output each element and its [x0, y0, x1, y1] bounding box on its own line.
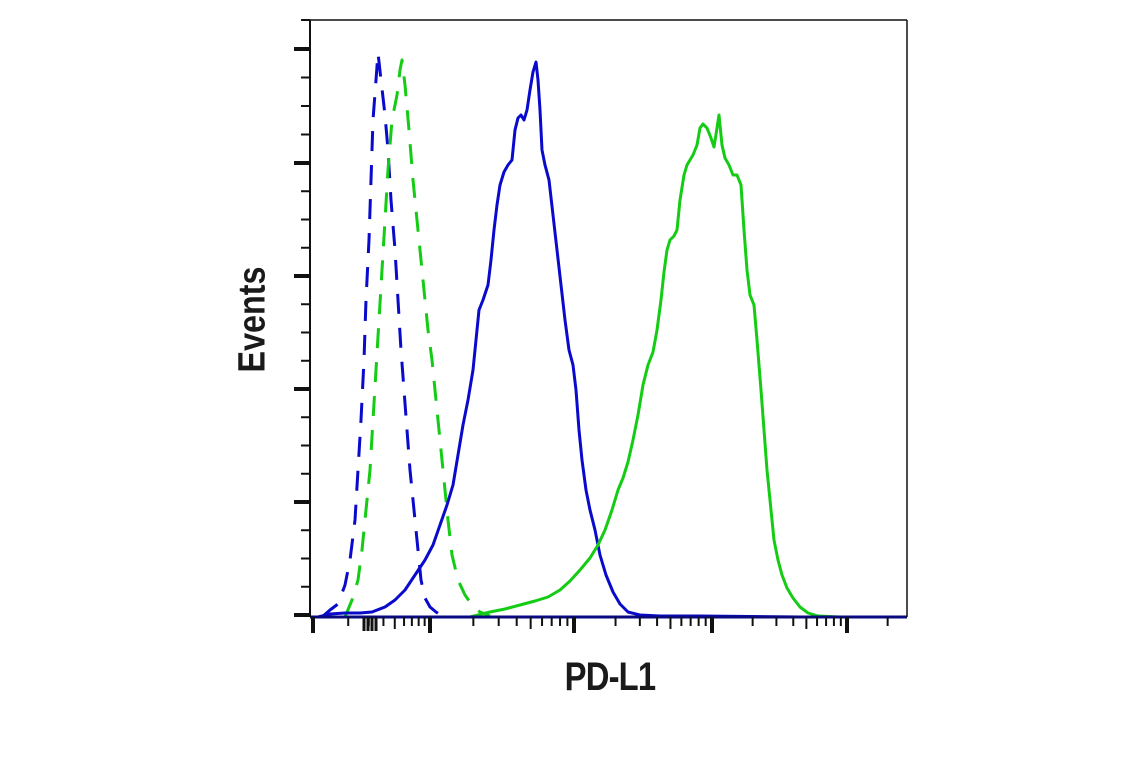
- series-0-curve: [321, 51, 443, 619]
- x-axis-ticks: [311, 617, 889, 633]
- series-1-curve: [343, 58, 491, 618]
- y-axis-ticks: [294, 19, 310, 617]
- x-axis-label: PD-L1: [564, 655, 656, 699]
- y-axis-label: Events: [231, 266, 274, 373]
- histogram-curves: [310, 51, 907, 619]
- series-3-curve: [469, 113, 907, 619]
- plot-frame: [309, 19, 908, 617]
- series-2-curve: [317, 60, 900, 619]
